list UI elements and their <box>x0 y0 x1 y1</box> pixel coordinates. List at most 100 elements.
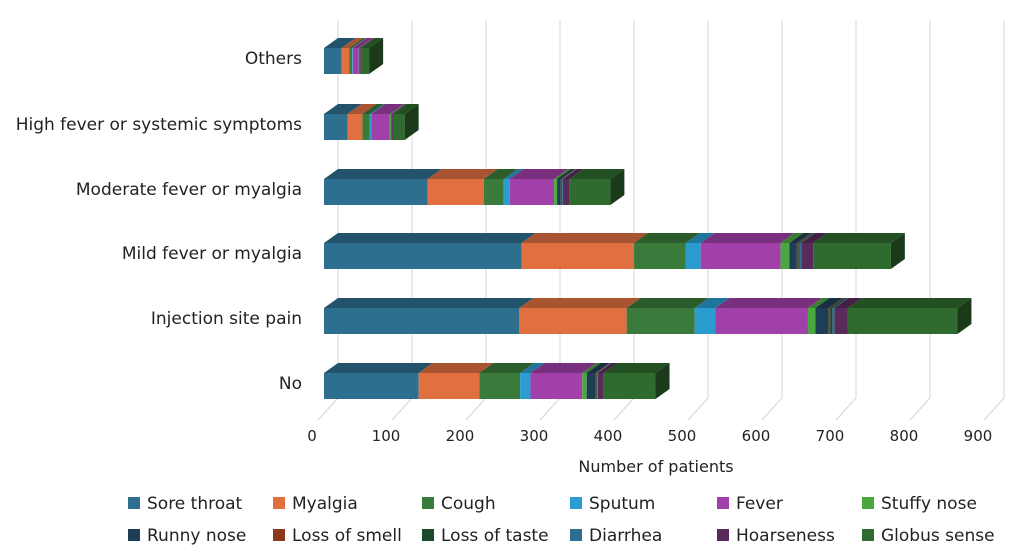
bar-segment-top <box>832 298 849 308</box>
bar-segment-top <box>521 233 649 243</box>
bar-end-face <box>655 363 670 399</box>
bar-segment <box>603 373 656 399</box>
bar-segment-top <box>324 233 536 243</box>
bar-segment <box>324 114 348 140</box>
bar-segment <box>799 243 802 269</box>
bar-segment <box>362 114 370 140</box>
bar-segment-top <box>694 298 730 308</box>
legend-item: Diarrhea <box>570 526 662 546</box>
bar-end-face <box>610 169 625 205</box>
bar-row <box>324 298 972 334</box>
legend-item: Cough <box>422 494 496 514</box>
bar-segment <box>685 243 701 269</box>
floor-gridline <box>909 397 931 421</box>
legend-label: Hoarseness <box>736 526 835 546</box>
bar-segment <box>361 48 370 74</box>
gridlines <box>317 20 1005 421</box>
bar-segment-top <box>715 298 822 308</box>
bar-segment-top <box>392 104 408 114</box>
legend-item: Loss of smell <box>273 526 402 546</box>
bar-segment-top <box>393 104 419 114</box>
floor-gridline <box>761 397 783 421</box>
bar-segment <box>694 308 716 334</box>
bar-segment-top <box>597 363 612 373</box>
x-tick-label: 700 <box>816 427 845 445</box>
bar-segment-top <box>509 169 569 179</box>
bar-segment-top <box>557 169 575 179</box>
legend-swatch <box>717 497 729 509</box>
legend-swatch <box>128 529 140 541</box>
bar-segment <box>371 114 390 140</box>
bar-segment-top <box>799 233 816 243</box>
bar-segment-top <box>815 298 843 308</box>
bar-segment-top <box>847 298 972 308</box>
legend-swatch <box>128 497 140 509</box>
bar-segment-top <box>391 104 407 114</box>
bar-segment <box>561 179 563 205</box>
bar-segment-top <box>807 298 830 308</box>
floor-gridline <box>687 397 709 421</box>
bar-segment <box>847 308 958 334</box>
legend-label: Stuffy nose <box>881 494 977 514</box>
legend-item: Sore throat <box>128 494 243 514</box>
legend-swatch <box>422 497 434 509</box>
x-tick-label: 800 <box>890 427 919 445</box>
legend-swatch <box>862 497 874 509</box>
bar-segment <box>520 373 531 399</box>
bar-segment <box>796 243 799 269</box>
legend-swatch <box>273 529 285 541</box>
bar-segment <box>595 373 597 399</box>
bar-segment-top <box>796 233 813 243</box>
bar-segment <box>562 179 564 205</box>
category-label: Mild fever or myalgia <box>122 244 302 264</box>
bar-segment-top <box>685 233 715 243</box>
bar-segment <box>554 179 558 205</box>
bar-segment-top <box>479 363 535 373</box>
bar-segment <box>834 308 848 334</box>
legend-swatch <box>570 529 582 541</box>
legend-label: Loss of smell <box>292 526 402 546</box>
x-tick-label: 0 <box>307 427 317 445</box>
bar-end-face <box>404 104 419 140</box>
legend-item: Myalgia <box>273 494 358 514</box>
bar-segment <box>427 179 484 205</box>
bar-segment <box>393 114 405 140</box>
bar-segment <box>503 179 510 205</box>
x-tick-label: 400 <box>594 427 623 445</box>
bar-segment-top <box>780 233 804 243</box>
bar-segment <box>780 243 790 269</box>
bar-row <box>324 104 419 140</box>
bar-segment <box>563 179 570 205</box>
bar-segment <box>560 179 562 205</box>
bar-segment <box>324 373 419 399</box>
legend-item: Globus sense <box>862 526 995 546</box>
bar-segment-top <box>324 38 356 48</box>
legend-label: Myalgia <box>292 494 358 514</box>
x-tick-label: 600 <box>742 427 771 445</box>
bar-segment <box>324 48 342 74</box>
bar-segment <box>391 114 393 140</box>
floor-gridline <box>391 397 413 421</box>
legend-item: Hoarseness <box>717 526 835 546</box>
floor-gridline <box>539 397 561 421</box>
legend-label: Loss of taste <box>441 526 549 546</box>
bar-segment-top <box>360 38 376 48</box>
bar-segment <box>521 243 635 269</box>
floor-gridline <box>465 397 487 421</box>
legend-label: Diarrhea <box>589 526 662 546</box>
bar-segment <box>582 373 587 399</box>
bar-segment-top <box>503 169 524 179</box>
bar-segment <box>519 308 627 334</box>
bar-segment-top <box>626 298 709 308</box>
legend-label: Runny nose <box>147 526 246 546</box>
bar-segment <box>569 179 611 205</box>
category-label: Injection site pain <box>151 309 302 329</box>
floor-gridline <box>983 397 1005 421</box>
bar-segment <box>801 243 814 269</box>
bar-segment <box>324 308 520 334</box>
category-label: High fever or systemic symptoms <box>16 115 302 135</box>
bar-segment <box>352 48 359 74</box>
bar-segment-top <box>798 233 814 243</box>
bar-segment-top <box>586 363 610 373</box>
